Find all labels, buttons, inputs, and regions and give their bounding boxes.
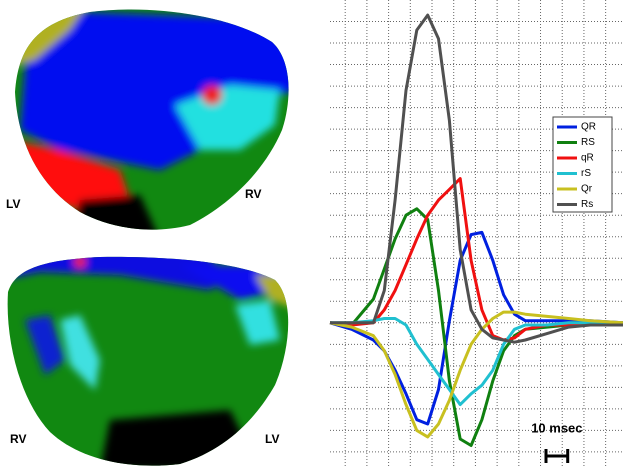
- scale-bar-label: 10 msec: [531, 420, 582, 435]
- legend-label: qR: [581, 153, 594, 164]
- legend-label: QR: [581, 122, 596, 133]
- page: {"chart_data": {"type": "line", "x": [0,…: [0, 0, 623, 467]
- figure: LV RV RV LV QR RS qR rS Qr Rs 10 msec: [0, 0, 623, 467]
- series-line: [330, 319, 623, 405]
- heart-map-bottom: [0, 250, 300, 467]
- region-label: RV: [245, 187, 261, 201]
- legend-label: Qr: [581, 184, 593, 195]
- legend-label: Rs: [581, 199, 593, 210]
- plot: QR RS qR rS Qr Rs 10 msec: [330, 0, 623, 467]
- region-label: LV: [6, 197, 20, 211]
- region-label: LV: [265, 432, 279, 446]
- series-line: [330, 232, 623, 424]
- series-line: [330, 312, 623, 437]
- legend-label: RS: [581, 137, 595, 148]
- heart-map-top: [0, 0, 300, 240]
- region-label: RV: [10, 432, 26, 446]
- legend-label: rS: [581, 168, 591, 179]
